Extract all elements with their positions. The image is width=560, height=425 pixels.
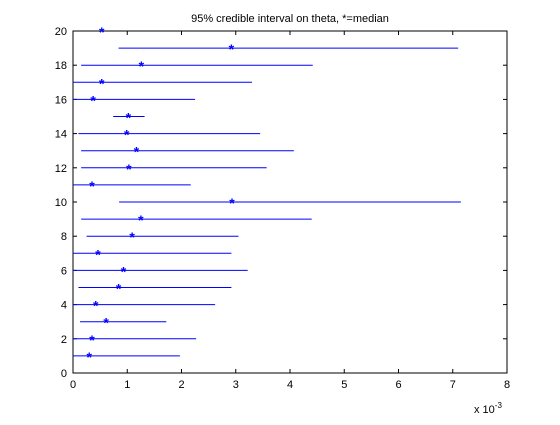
x-tick-label: 0 <box>70 379 76 391</box>
median-marker: * <box>89 332 95 348</box>
median-marker: * <box>121 263 127 279</box>
y-tick-label: 6 <box>61 265 67 277</box>
median-marker: * <box>93 298 99 314</box>
median-marker: * <box>124 127 130 143</box>
median-marker: * <box>95 246 101 262</box>
x-tick-label: 3 <box>233 379 239 391</box>
median-marker: * <box>99 75 105 91</box>
median-marker: * <box>99 24 105 40</box>
median-marker: * <box>129 229 135 245</box>
x-tick-label: 6 <box>395 379 401 391</box>
x-tick-label: 1 <box>124 379 130 391</box>
x-tick-label: 5 <box>341 379 347 391</box>
x-axis-scale-label: x 10-3 <box>474 401 502 416</box>
median-marker: * <box>229 195 235 211</box>
y-tick-label: 10 <box>55 197 67 209</box>
y-tick-label: 4 <box>61 300 67 312</box>
median-marker: * <box>116 281 122 297</box>
median-marker: * <box>138 212 144 228</box>
chart-title: 95% credible interval on theta, *=median <box>191 13 389 25</box>
x-tick-label: 2 <box>178 379 184 391</box>
median-marker: * <box>103 315 109 331</box>
median-marker: * <box>126 110 132 126</box>
median-marker: * <box>229 41 235 57</box>
y-tick-label: 20 <box>55 26 67 38</box>
median-marker: * <box>89 178 95 194</box>
y-tick-label: 2 <box>61 334 67 346</box>
y-tick-label: 12 <box>55 163 67 175</box>
x-tick-label: 8 <box>504 379 510 391</box>
median-marker: * <box>90 92 96 108</box>
y-tick-label: 8 <box>61 231 67 243</box>
median-marker: * <box>87 349 93 365</box>
x-tick-label: 7 <box>450 379 456 391</box>
x-axis-scale-exponent: -3 <box>495 401 503 410</box>
y-tick-label: 14 <box>55 129 67 141</box>
y-tick-label: 0 <box>61 368 67 380</box>
median-marker: * <box>134 144 140 160</box>
y-tick-label: 18 <box>55 60 67 72</box>
median-marker: * <box>139 58 145 74</box>
x-tick-label: 4 <box>287 379 293 391</box>
median-marker: * <box>126 161 132 177</box>
y-tick-label: 16 <box>55 94 67 106</box>
